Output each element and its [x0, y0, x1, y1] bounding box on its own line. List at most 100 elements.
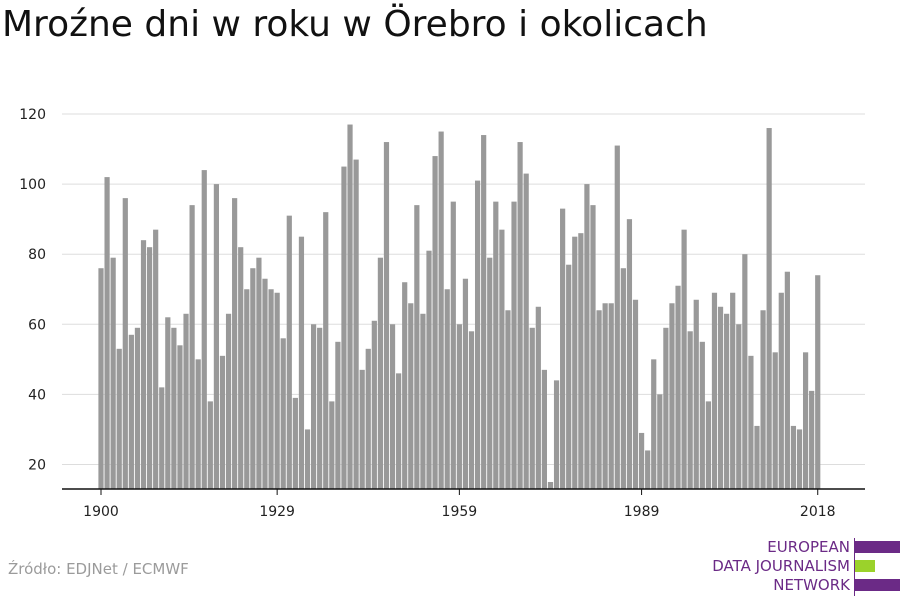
bar-2017: [809, 390, 815, 489]
bar-1926: [256, 257, 262, 489]
bar-1932: [292, 397, 298, 489]
bar-1969: [517, 142, 523, 489]
bar-1909: [153, 229, 159, 489]
bar-1989: [638, 432, 645, 489]
bar-1964: [487, 257, 493, 489]
bar-1902: [110, 257, 116, 489]
bar-2011: [772, 352, 778, 489]
x-tick-label-1989: 1989: [624, 504, 660, 520]
bar-1992: [657, 394, 663, 489]
bar-1967: [505, 310, 511, 489]
bar-2006: [742, 254, 748, 489]
bar-1900: [98, 268, 104, 489]
bar-1966: [499, 229, 505, 489]
bar-1934: [304, 429, 311, 489]
bar-1919: [213, 184, 220, 490]
logo-bar-top: [855, 541, 900, 553]
bar-1907: [140, 240, 147, 489]
bar-1941: [347, 124, 353, 490]
bar-1933: [298, 236, 305, 489]
logo-bar-middle: [855, 560, 875, 572]
bar-1917: [201, 170, 207, 489]
bar-2015: [796, 429, 803, 489]
bar-1944: [365, 348, 371, 489]
y-tick-label-20: 20: [28, 457, 46, 473]
y-tick-label-100: 100: [19, 177, 46, 193]
bar-1936: [317, 327, 323, 489]
bar-2014: [790, 425, 797, 489]
bar-1999: [699, 341, 705, 489]
bar-1971: [529, 327, 535, 489]
bar-1925: [250, 268, 256, 489]
bar-2012: [778, 292, 784, 489]
bar-1961: [468, 331, 475, 489]
bar-1947: [383, 142, 390, 489]
bar-1985: [614, 145, 620, 489]
bar-2009: [760, 310, 766, 489]
bar-1901: [104, 177, 110, 489]
bar-1956: [438, 131, 444, 490]
bar-1904: [122, 198, 128, 489]
x-tick-labels: 1900 1929 1959 1989 2018: [83, 504, 835, 520]
bar-series: [98, 124, 821, 490]
bar-1911: [165, 317, 171, 489]
bar-1906: [134, 327, 141, 489]
bar-1976: [560, 208, 566, 489]
bar-1905: [128, 334, 134, 489]
bar-1977: [566, 264, 572, 489]
bar-1946: [377, 257, 384, 489]
x-axis: [62, 488, 865, 495]
bar-1922: [232, 198, 238, 489]
bar-1973: [541, 369, 548, 489]
bar-1979: [578, 233, 584, 489]
bar-1914: [183, 313, 189, 489]
bar-1910: [159, 387, 165, 489]
y-tick-label-60: 60: [28, 317, 46, 333]
bar-1913: [177, 345, 183, 489]
logo-line-1: EUROPEAN: [767, 538, 850, 556]
bar-1959: [456, 324, 462, 489]
bar-1984: [608, 303, 614, 489]
x-tick-label-1900: 1900: [83, 504, 119, 520]
bar-1923: [238, 247, 244, 489]
bar-1970: [523, 173, 529, 489]
bar-2013: [784, 271, 790, 489]
bar-1998: [693, 299, 699, 489]
bar-1927: [262, 278, 268, 489]
logo-text: EUROPEAN DATA JOURNALISM NETWORK: [712, 538, 850, 595]
bar-1962: [474, 180, 481, 489]
bar-1988: [632, 299, 639, 489]
bar-1916: [195, 359, 201, 489]
x-tick-label-2018: 2018: [800, 504, 836, 520]
bar-1993: [663, 327, 669, 489]
bar-1949: [396, 373, 402, 489]
y-tick-label-120: 120: [19, 107, 46, 123]
bar-1975: [553, 380, 560, 489]
bar-2007: [748, 355, 754, 489]
bar-1903: [116, 348, 122, 489]
x-tick-label-1929: 1929: [259, 504, 295, 520]
bar-1915: [189, 205, 195, 489]
bar-1980: [584, 184, 590, 490]
bar-1960: [462, 278, 469, 489]
bar-1924: [244, 289, 250, 489]
logo-line-2: DATA JOURNALISM: [712, 557, 850, 575]
bar-1937: [323, 212, 329, 489]
bar-1997: [687, 331, 693, 489]
bar-1928: [268, 289, 274, 489]
bar-1930: [280, 338, 286, 489]
bar-1994: [669, 303, 675, 489]
bar-1963: [481, 135, 487, 489]
bar-2016: [802, 352, 809, 489]
bar-1908: [146, 247, 153, 489]
bar-2018: [815, 275, 821, 489]
y-axis: 20 40 60 80 100 120: [19, 107, 46, 473]
bar-1954: [426, 250, 432, 489]
bar-1974: [547, 481, 554, 489]
bar-1918: [207, 401, 213, 489]
bar-1940: [341, 166, 347, 490]
chart-title: Mroźne dni w roku w Örebro i okolicach: [2, 4, 708, 45]
bar-1921: [225, 313, 232, 489]
bar-2004: [730, 292, 736, 489]
y-tick-label-40: 40: [28, 387, 46, 403]
